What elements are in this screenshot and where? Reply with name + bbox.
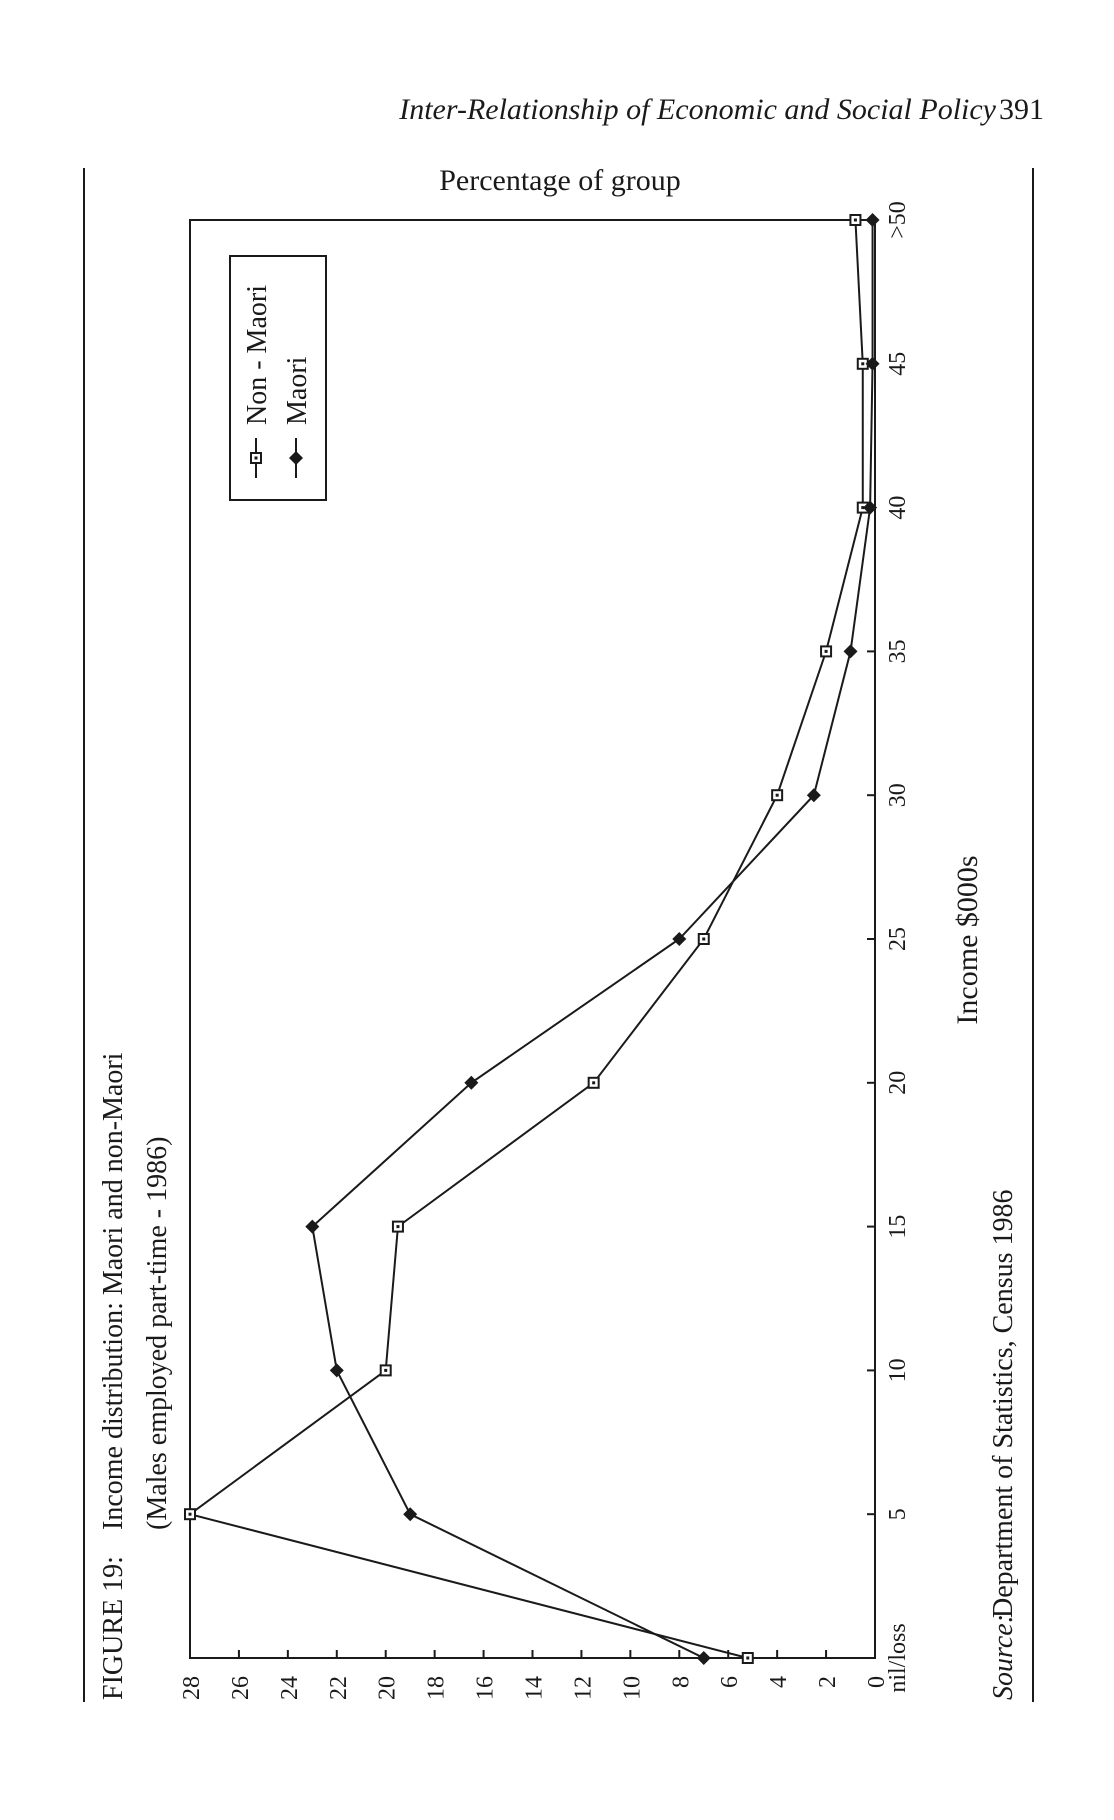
x-tick-label: 15 <box>885 1215 911 1239</box>
source-note: Source: Department of Statistics, Census… <box>988 1189 1019 1700</box>
data-point <box>305 1219 320 1234</box>
data-point <box>843 644 858 659</box>
figure-label: FIGURE 19: <box>98 1556 129 1700</box>
data-point <box>289 451 303 465</box>
data-point-dot <box>853 218 857 222</box>
series-line <box>311 220 874 1659</box>
data-point-dot <box>824 649 828 653</box>
data-point <box>865 356 880 371</box>
y-tick-label: 6 <box>717 1676 743 1688</box>
legend-label: Maori <box>282 356 313 425</box>
legend: Non - Maori Maori <box>229 255 327 501</box>
x-axis-title: Income $000s <box>951 855 984 1024</box>
data-point <box>863 500 878 515</box>
x-tick-label: >50 <box>885 201 911 239</box>
y-tick-label: 18 <box>424 1676 450 1700</box>
data-point <box>329 1363 344 1378</box>
x-tick-label: 5 <box>885 1508 911 1520</box>
data-point <box>464 1075 479 1090</box>
x-axis-ticks: nil/loss 5 10 15 20 25 30 35 40 45 >50 <box>867 201 911 1693</box>
data-point-dot <box>861 506 865 510</box>
data-point-dot <box>861 362 865 366</box>
x-tick-label: nil/loss <box>885 1623 911 1692</box>
source-label: Source: <box>988 1614 1019 1700</box>
caption-line-2: (Males employed part-time - 1986) <box>142 1137 173 1530</box>
y-axis-title: Percentage of group <box>439 164 681 197</box>
page-number: 391 <box>999 93 1044 126</box>
data-point <box>696 1651 711 1665</box>
x-tick-label: 40 <box>885 496 911 520</box>
data-point-dot <box>746 1656 750 1660</box>
x-tick-label: 45 <box>885 352 911 376</box>
y-tick-label: 26 <box>228 1676 254 1700</box>
y-tick-label: 28 <box>179 1676 205 1700</box>
series-layer <box>184 213 880 1665</box>
legend-item: Non - Maori <box>242 285 273 478</box>
legend-label: Non - Maori <box>242 285 273 425</box>
x-tick-label: 25 <box>885 927 911 951</box>
x-tick-label: 10 <box>885 1358 911 1382</box>
data-point <box>672 932 687 946</box>
data-point-dot <box>188 1512 192 1516</box>
series-non-maori <box>184 214 869 1664</box>
y-tick-label: 14 <box>522 1676 548 1700</box>
data-point-dot <box>254 456 258 460</box>
y-tick-label: 0 <box>864 1676 890 1688</box>
data-point-dot <box>396 1225 400 1229</box>
legend-item: Maori <box>282 356 313 478</box>
caption-line-1: Income distribution: Maori and non-Maori <box>98 1052 129 1530</box>
x-tick-label: 30 <box>885 783 911 807</box>
data-point-dot <box>702 937 706 941</box>
data-point-dot <box>384 1368 388 1372</box>
x-tick-label: 20 <box>885 1071 911 1095</box>
x-tick-label: 35 <box>885 639 911 663</box>
y-tick-label: 10 <box>619 1676 645 1700</box>
y-tick-label: 22 <box>326 1676 352 1700</box>
running-head: Inter-Relationship of Economic and Socia… <box>399 93 996 126</box>
data-point <box>865 213 880 227</box>
series-maori <box>305 213 880 1665</box>
y-tick-label: 12 <box>570 1676 596 1700</box>
y-tick-label: 4 <box>766 1676 792 1688</box>
data-point <box>403 1507 418 1522</box>
source-text: Department of Statistics, Census 1986 <box>988 1189 1019 1618</box>
data-point <box>806 788 821 803</box>
legend-box <box>229 255 327 501</box>
data-point-dot <box>775 793 779 797</box>
data-point-dot <box>592 1081 596 1085</box>
y-tick-label: 16 <box>473 1676 499 1700</box>
y-tick-label: 8 <box>668 1676 694 1688</box>
page-header: Inter-Relationship of Economic and Socia… <box>0 0 1114 200</box>
y-tick-label: 24 <box>277 1676 303 1700</box>
y-tick-label: 20 <box>375 1676 401 1700</box>
figure-caption: FIGURE 19: Income distribution: Maori an… <box>98 1052 173 1700</box>
y-tick-label: 2 <box>815 1676 841 1688</box>
